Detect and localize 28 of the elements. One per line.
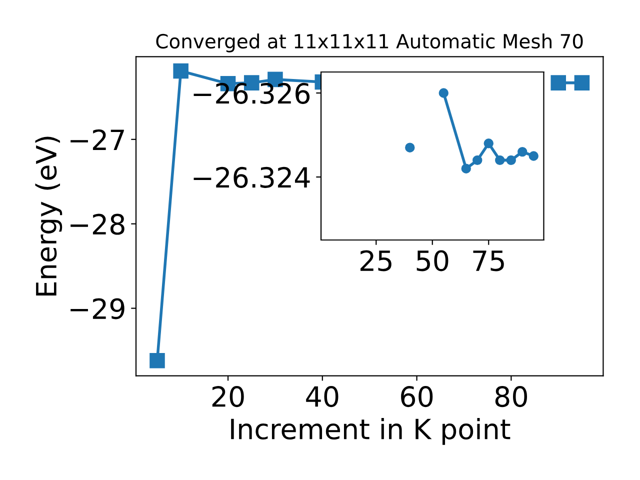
x-tick-label: 75 [473,250,504,272]
point [574,75,590,90]
x-axis-title: Increment in K point [231,418,510,445]
y-tick-label: −26.326 [194,82,310,104]
point [484,138,494,148]
point [550,75,566,90]
point [461,164,471,174]
y-tick-label: −28 [70,214,124,235]
point [495,155,505,166]
x-tick-label: 20 [212,386,244,408]
point [173,63,188,79]
x-tick-label: 40 [306,386,338,408]
y-axis-title: Energy (eV) [35,136,62,296]
point [528,151,538,161]
x-tick-label: 25 [360,250,392,272]
point [506,155,516,166]
x-tick-label: 80 [495,386,528,408]
x-tick-label: 60 [401,386,433,408]
x-tick-label: 50 [416,250,448,272]
y-tick-label: −26.324 [194,166,310,188]
point [472,155,482,166]
point [518,146,528,157]
y-tick-label: −29 [70,298,124,320]
y-tick-label: −27 [70,129,124,150]
point [405,142,415,152]
point [438,88,448,98]
chart-title: Converged at 11x11x11 Automatic Mesh 70 [156,34,583,52]
point [150,353,165,368]
